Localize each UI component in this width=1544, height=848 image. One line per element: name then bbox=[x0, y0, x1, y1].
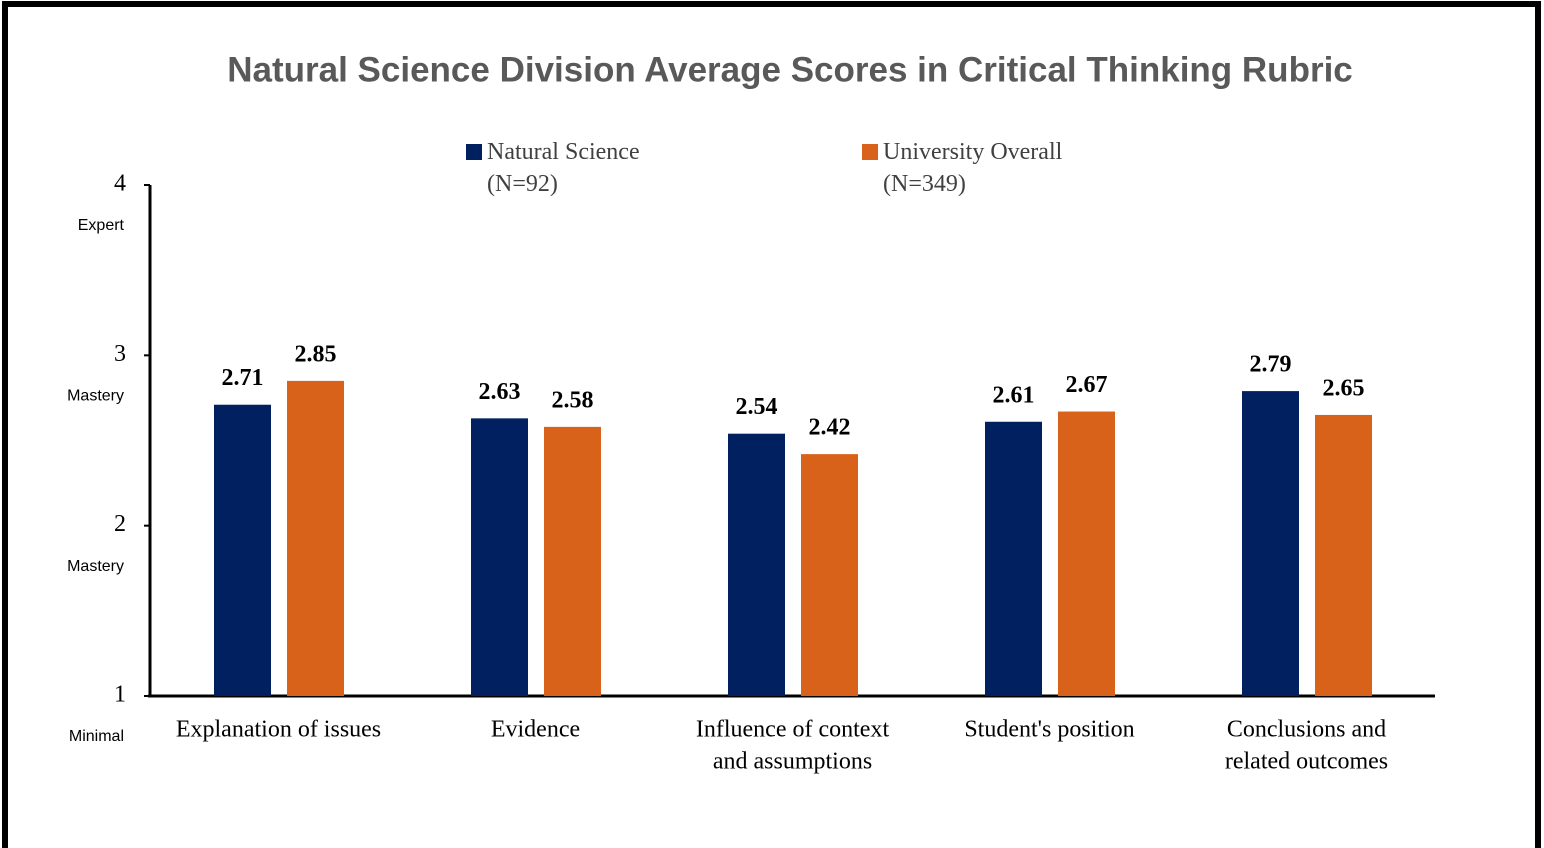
legend-swatch bbox=[466, 144, 482, 160]
value-label: 2.61 bbox=[993, 382, 1035, 408]
x-tick-label: Evidence bbox=[491, 717, 580, 743]
value-label: 2.79 bbox=[1250, 352, 1292, 378]
legend-label: University Overall (N=349) bbox=[883, 139, 1063, 197]
value-label: 2.65 bbox=[1323, 375, 1365, 401]
y-tick-sublabel: Mastery bbox=[67, 388, 124, 405]
y-tick-sublabel: Mastery bbox=[67, 558, 124, 575]
bar bbox=[801, 454, 858, 696]
value-label: 2.42 bbox=[809, 415, 851, 441]
bar bbox=[544, 426, 601, 696]
bar bbox=[1315, 414, 1372, 696]
y-tick-sublabel: Minimal bbox=[69, 728, 124, 745]
y-tick-label: 3 bbox=[114, 341, 126, 367]
y-tick-label: 4 bbox=[114, 171, 126, 197]
bar bbox=[214, 404, 271, 696]
bar bbox=[1058, 411, 1115, 696]
y-tick-label: 1 bbox=[114, 682, 126, 708]
chart-title: Natural Science Division Average Scores … bbox=[227, 50, 1353, 89]
bar bbox=[471, 418, 528, 696]
value-label: 2.85 bbox=[295, 341, 337, 367]
x-tick-label: Explanation of issues bbox=[176, 717, 381, 743]
x-tick-label: Student's position bbox=[964, 717, 1134, 743]
y-tick-label: 2 bbox=[114, 511, 126, 537]
y-tick-sublabel: Expert bbox=[78, 217, 125, 234]
value-label: 2.71 bbox=[222, 365, 264, 391]
x-tick-label: Conclusions and bbox=[1227, 717, 1386, 743]
x-tick-label: related outcomes bbox=[1225, 749, 1388, 775]
bar bbox=[985, 421, 1042, 696]
bar bbox=[287, 380, 344, 696]
value-label: 2.58 bbox=[552, 387, 594, 413]
bar bbox=[728, 433, 785, 696]
x-tick-label: and assumptions bbox=[713, 749, 872, 775]
legend-label: Natural Science (N=92) bbox=[487, 139, 640, 197]
bar bbox=[1242, 391, 1299, 696]
legend-swatch bbox=[862, 144, 878, 160]
x-tick-label: Influence of context bbox=[696, 717, 890, 743]
value-label: 2.54 bbox=[736, 394, 778, 420]
value-label: 2.67 bbox=[1066, 372, 1108, 398]
value-label: 2.63 bbox=[479, 379, 521, 405]
